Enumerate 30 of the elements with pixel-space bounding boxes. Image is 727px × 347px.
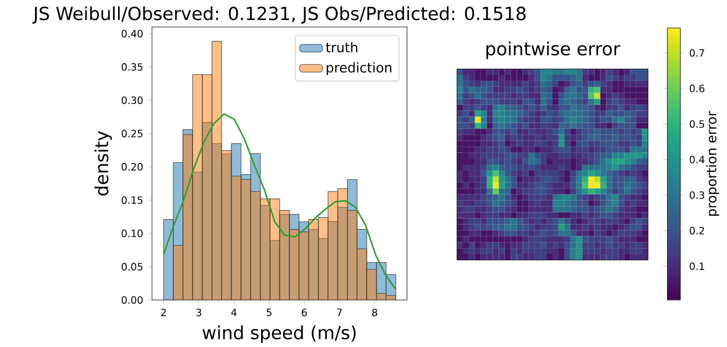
legend-label: prediction	[326, 62, 392, 76]
legend-label: truth	[326, 42, 358, 52]
y-tick-label: 0.05	[122, 262, 142, 270]
y-tick-label: 0.35	[122, 63, 142, 71]
color-bar-label: 0.6	[690, 84, 704, 92]
x-tick-label: 8	[372, 308, 378, 316]
x-tick-label: 7	[337, 308, 342, 316]
x-tick-label: 4	[231, 308, 237, 316]
y-tick-label: 0.10	[122, 230, 143, 238]
x-tick-label: 5	[266, 308, 272, 316]
color-bar-label: 0.2	[690, 226, 704, 234]
color-bar-label: 0.5	[690, 120, 704, 128]
color-bar-label: 0.7	[690, 49, 704, 57]
color-bar-title: proportion error	[706, 111, 720, 216]
y-tick-label: 0.30	[122, 96, 143, 104]
y-tick-label: 0.25	[122, 130, 142, 138]
y-tick-label: 0.40	[122, 30, 143, 38]
chart-title: JS Weibull/Observed: 0.1231, JS Obs/Predicted: 0.1518	[32, 6, 526, 24]
x-tick-label: 2	[161, 308, 166, 316]
color-bar-label: 0.3	[690, 191, 704, 199]
y-tick-label: 0.20	[122, 163, 143, 171]
color-bar-label: 0.4	[690, 156, 704, 164]
x-tick-label: 6	[302, 308, 307, 316]
x-axis-title: wind speed (m/s)	[202, 325, 356, 343]
y-tick-label: 0.00	[122, 296, 143, 304]
y-tick-label: 0.15	[122, 196, 142, 204]
chart-title: pointwise error	[486, 42, 620, 59]
x-tick-label: 3	[196, 308, 202, 316]
color-bar-label: 0.1	[690, 262, 704, 270]
y-axis-title: density	[94, 131, 112, 196]
